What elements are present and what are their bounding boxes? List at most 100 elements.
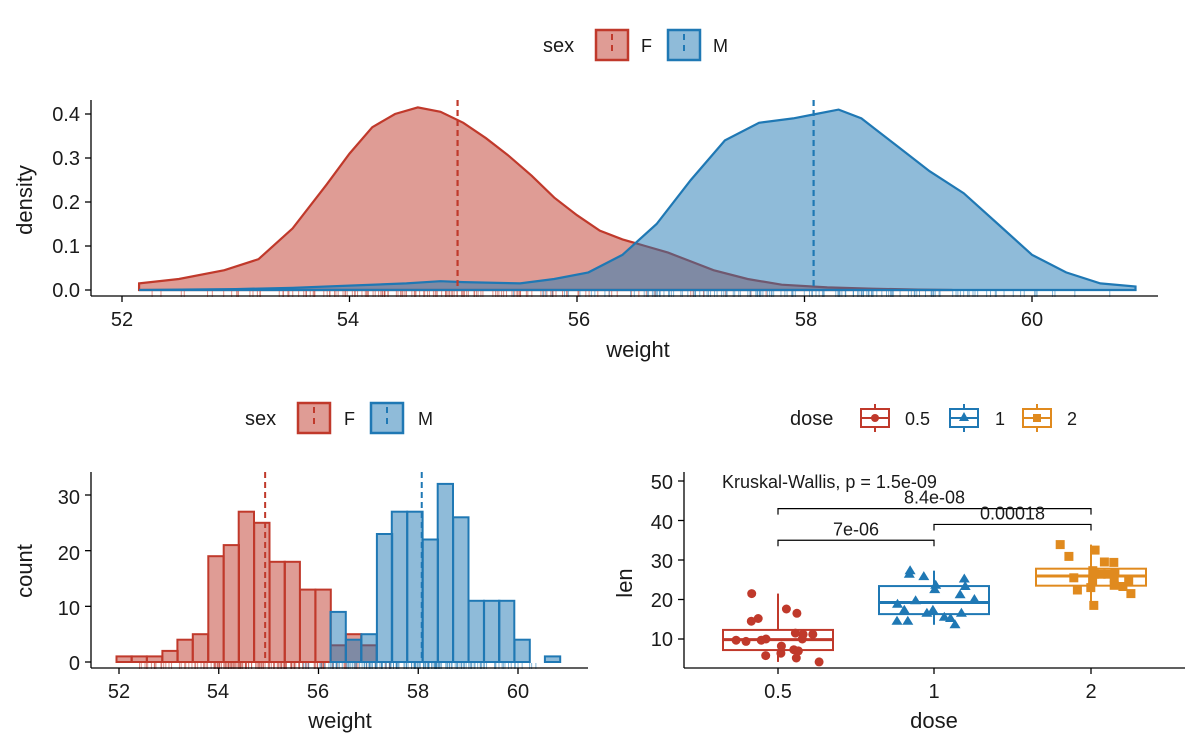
density-y-axis-title: density — [12, 165, 37, 235]
boxplot-x-tick-label: 2 — [1085, 681, 1096, 703]
box-point — [1088, 566, 1098, 576]
box-point — [930, 579, 942, 589]
histogram-bar-m — [467, 599, 485, 663]
histogram-x-tick-label: 58 — [407, 681, 429, 703]
histogram-y-axis-title: count — [12, 544, 37, 598]
histogram-bar-m — [375, 533, 394, 663]
histogram-bar-m — [483, 599, 501, 663]
box-point — [1103, 569, 1113, 579]
boxplot-y-tick-label: 10 — [651, 629, 673, 651]
box-point — [741, 636, 751, 646]
box-point — [1126, 589, 1136, 599]
kruskal-wallis-annotation: Kruskal-Wallis, p = 1.5e-09 — [722, 472, 937, 492]
box-point — [781, 604, 791, 614]
boxplot-y-tick-label: 50 — [651, 472, 673, 494]
box-point — [1069, 573, 1079, 583]
histogram-y-tick-label: 10 — [58, 598, 80, 620]
density-y-tick-label: 0.1 — [52, 236, 80, 258]
boxplot-legend-label-0-5: 0.5 — [905, 409, 930, 429]
histogram-legend: sex F M — [245, 401, 433, 435]
histogram-bar-f — [191, 633, 210, 664]
density-plot-area — [85, 100, 1137, 302]
boxplot-x-axis-title: dose — [910, 708, 958, 733]
box-point — [904, 565, 916, 575]
histogram-bar-m — [498, 599, 516, 663]
histogram-bar-m — [390, 510, 409, 664]
comparison-p-value: 8.4e-08 — [904, 488, 965, 508]
histogram-x-tick-label: 56 — [307, 681, 329, 703]
box-point — [1109, 580, 1119, 590]
box-point — [921, 607, 933, 617]
box-point — [959, 581, 971, 590]
histogram-x-tick-label: 60 — [507, 681, 529, 703]
box-point — [814, 657, 824, 667]
histogram-legend-title: sex — [245, 408, 276, 430]
box-point — [753, 614, 763, 623]
box-point — [892, 598, 903, 608]
boxplot-x-ticks: 0.5 1 2 — [764, 681, 1096, 703]
boxplot-y-ticks: 10 20 30 40 50 — [651, 472, 673, 651]
box-point — [902, 615, 914, 625]
histogram-bar-f — [145, 655, 164, 664]
histogram-x-tick-label: 52 — [108, 681, 130, 703]
boxplot-panel: dose 0.5 1 — [612, 404, 1185, 733]
histogram-bar-f — [253, 521, 271, 663]
density-y-tick-label: 0.0 — [52, 280, 80, 302]
histogram-bar-f — [222, 544, 240, 663]
histogram-plot-area — [85, 472, 562, 674]
box-point — [1090, 545, 1100, 555]
histogram-bar-f — [314, 588, 332, 663]
density-legend-label-f: F — [641, 36, 652, 56]
box-point — [1086, 583, 1096, 593]
box-point — [1055, 540, 1065, 550]
boxplot-plot-area: 7e-06 8.4e-08 0.00018 — [678, 480, 1147, 674]
histogram-bar-f — [268, 560, 286, 663]
density-x-tick-label: 56 — [568, 309, 590, 331]
histogram-bar-m — [406, 510, 424, 664]
histogram-bar-f — [207, 555, 225, 664]
boxplot-legend-label-2: 2 — [1067, 409, 1077, 429]
histogram-bar-m — [360, 633, 378, 664]
boxplot-y-tick-label: 40 — [651, 512, 673, 534]
box-point — [958, 573, 970, 583]
histogram-y-tick-label: 0 — [69, 653, 80, 675]
density-legend-title: sex — [543, 35, 574, 57]
histogram-y-tick-label: 20 — [58, 543, 80, 565]
histogram-bar-m — [436, 482, 455, 663]
histogram-bar-m — [344, 638, 363, 664]
box-point — [1064, 551, 1074, 561]
box-point — [747, 589, 757, 599]
box-point — [776, 641, 786, 651]
histogram-x-tick-label: 54 — [207, 681, 229, 703]
box-point — [1096, 569, 1106, 579]
box-point — [949, 619, 961, 629]
boxplot-y-tick-label: 30 — [651, 551, 673, 573]
box-point — [792, 608, 802, 618]
box-point — [927, 604, 939, 614]
box-point — [808, 629, 818, 639]
density-y-tick-label: 0.4 — [52, 104, 80, 126]
boxplot-legend-title: dose — [790, 408, 833, 430]
box-point — [756, 635, 766, 645]
comparison-p-value: 7e-06 — [833, 519, 879, 539]
density-y-tick-label: 0.3 — [52, 148, 80, 170]
histogram-panel: sex F M 52 54 56 58 60 0 1 — [12, 401, 588, 733]
histogram-x-axis-title: weight — [307, 708, 372, 733]
histogram-bar-m — [421, 538, 440, 663]
box-point — [1124, 576, 1134, 585]
box-point — [954, 589, 966, 599]
histogram-bar-m — [543, 655, 562, 664]
box-point — [1072, 585, 1082, 595]
boxplot-legend: dose 0.5 1 — [790, 404, 1077, 432]
density-legend-label-m: M — [713, 36, 728, 56]
box-point — [1099, 557, 1109, 567]
box-point — [1110, 568, 1120, 578]
histogram-y-ticks: 0 10 20 30 — [58, 487, 80, 675]
box-point — [790, 628, 800, 638]
box-point — [891, 615, 903, 625]
box-point — [731, 635, 741, 645]
box-point — [938, 611, 950, 621]
density-y-ticks: 0.0 0.1 0.2 0.3 0.4 — [52, 104, 80, 302]
box-point — [910, 595, 922, 605]
boxplot-x-tick-label: 1 — [928, 681, 939, 703]
